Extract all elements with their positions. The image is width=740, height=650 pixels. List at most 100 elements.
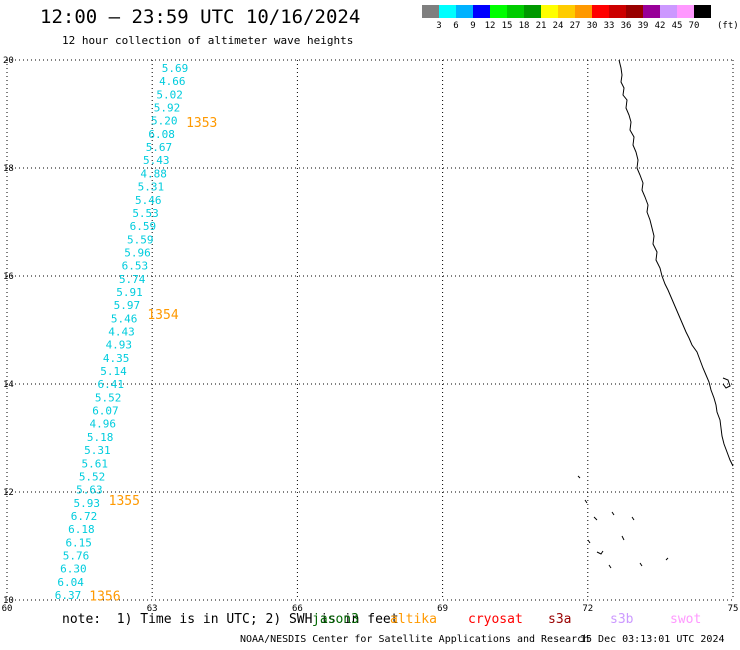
colorbar-swatch (694, 5, 711, 18)
swh-value-label: 5.96 (124, 246, 151, 259)
colorbar-tick: 27 (569, 21, 581, 31)
swh-value-label: 6.72 (71, 510, 98, 523)
colorbar-tick: 18 (518, 21, 530, 31)
colorbar-tick: 33 (603, 21, 615, 31)
swh-value-label: 5.69 (162, 62, 189, 75)
swh-value-label: 4.93 (106, 339, 133, 352)
colorbar-swatch (643, 5, 660, 18)
swh-value-label: 5.92 (154, 102, 181, 115)
colorbar-swatch (660, 5, 677, 18)
swh-value-label: 5.61 (82, 457, 109, 470)
colorbar-swatch (507, 5, 524, 18)
swh-value-label: 6.15 (65, 536, 92, 549)
y-tick-label: 20 (3, 56, 14, 66)
colorbar-swatch (575, 5, 592, 18)
swh-value-label: 5.53 (132, 207, 159, 220)
x-tick-label: 60 (2, 604, 13, 614)
islet-10 (665, 557, 669, 561)
coastline-island (722, 377, 731, 389)
swh-value-label: 6.59 (130, 220, 157, 233)
swh-value-label: 5.31 (84, 444, 111, 457)
map-subtitle: 12 hour collection of altimeter wave hei… (62, 34, 354, 47)
colorbar-swatch (558, 5, 575, 18)
islet-11 (584, 499, 588, 504)
swh-value-label: 6.08 (148, 128, 175, 141)
swh-value-label: 6.41 (98, 378, 125, 391)
pass-time-label: 1355 (109, 494, 140, 509)
mission-label-swot: swot (670, 612, 702, 627)
mission-label-jason3: jason3 (312, 612, 359, 627)
swh-value-label: 5.91 (116, 286, 143, 299)
pass-time-label: 1353 (186, 116, 217, 131)
colorbar-tick: 6 (453, 21, 459, 31)
colorbar-tick: 9 (470, 21, 476, 31)
colorbar-units: (ft) (717, 21, 739, 31)
colorbar-swatch (609, 5, 626, 18)
swh-value-label: 5.46 (135, 194, 162, 207)
swh-value-label: 4.96 (90, 418, 117, 431)
islet-5 (621, 535, 625, 541)
colorbar-swatch (677, 5, 694, 18)
y-tick-label: 14 (3, 380, 14, 390)
swh-value-label: 5.76 (63, 549, 90, 562)
mission-label-cryosat: cryosat (468, 612, 523, 627)
mission-label-s3b: s3b (610, 612, 634, 627)
swh-value-label: 5.59 (127, 233, 154, 246)
colorbar-tick-labels: 3 6 9 12 15 18 21 24 27 30 33 36 39 42 45 70 (422, 21, 740, 35)
map-title: 12:00 – 23:59 UTC 10/16/2024 (40, 6, 361, 28)
pass-time-label: 1354 (147, 308, 178, 323)
islet-8 (608, 564, 612, 569)
swh-value-label: 5.52 (79, 470, 106, 483)
note-text: note: 1) Time is in UTC; 2) SWH is in fe… (62, 612, 399, 627)
colorbar-tick: 15 (501, 21, 513, 31)
colorbar-tick: 30 (586, 21, 598, 31)
colorbar-swatch (541, 5, 558, 18)
swh-value-label: 6.53 (122, 260, 149, 273)
y-tick-label: 10 (3, 596, 14, 606)
swh-value-label: 5.97 (114, 299, 141, 312)
colorbar-swatch (592, 5, 609, 18)
pass-time-label: 1356 (89, 590, 120, 605)
colorbar-swatch (473, 5, 490, 18)
islet-9 (639, 562, 643, 567)
swh-value-label: 5.31 (138, 181, 165, 194)
swh-value-label: 6.04 (57, 576, 84, 589)
colorbar-swatch (524, 5, 541, 18)
colorbar-swatch (626, 5, 643, 18)
x-tick-label: 66 (292, 604, 303, 614)
islet-2 (593, 516, 598, 521)
footer-credit: NOAA/NESDIS Center for Satellite Applica… (240, 634, 590, 645)
swh-value-label: 6.07 (92, 405, 119, 418)
swh-value-label: 6.37 (55, 589, 82, 602)
x-tick-label: 72 (582, 604, 593, 614)
islet-3 (611, 511, 615, 516)
x-tick-label: 75 (728, 604, 739, 614)
swh-value-label: 4.88 (140, 167, 167, 180)
swh-value-label: 6.18 (68, 523, 95, 536)
colorbar-tick: 36 (620, 21, 632, 31)
colorbar-swatch (490, 5, 507, 18)
coastline-mainland (618, 59, 734, 467)
islet-1 (577, 475, 581, 479)
y-tick-label: 12 (3, 488, 14, 498)
swh-value-label: 5.14 (100, 365, 127, 378)
swh-value-label: 6.30 (60, 563, 87, 576)
colorbar-tick: 12 (484, 21, 496, 31)
axis-tick-labels: 60 63 66 69 72 75 10 12 14 16 18 20 (2, 56, 739, 614)
colorbar-swatch (456, 5, 473, 18)
swh-value-label: 4.35 (103, 352, 130, 365)
x-tick-label: 69 (437, 604, 448, 614)
colorbar-swatch (439, 5, 456, 18)
swh-value-label: 5.67 (146, 141, 173, 154)
swh-value-label: 5.02 (156, 88, 183, 101)
colorbar-tick: 21 (535, 21, 547, 31)
wave-height-colorbar (422, 5, 711, 18)
mission-label-altika: altika (390, 612, 437, 627)
colorbar-swatch (422, 5, 439, 18)
footer-timestamp: 15 Dec 03:13:01 UTC 2024 (580, 634, 725, 645)
swh-value-label: 4.43 (108, 326, 135, 339)
swh-value-label: 5.18 (87, 431, 114, 444)
altimeter-track: 5.694.665.025.925.206.085.675.434.885.31… (55, 62, 189, 602)
colorbar-tick: 42 (654, 21, 666, 31)
